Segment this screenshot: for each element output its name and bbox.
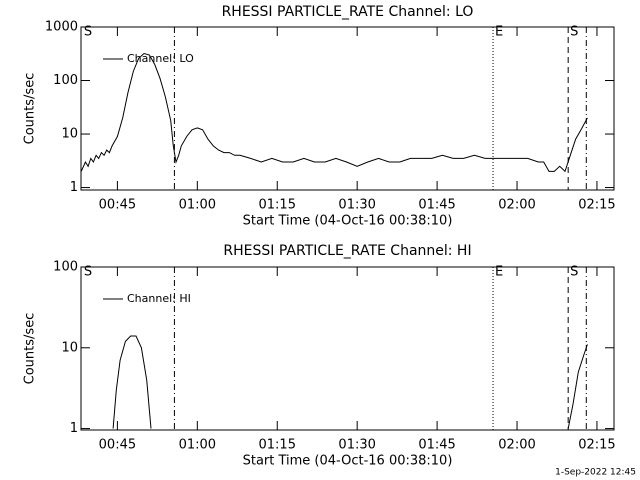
x-tick-label: 01:00: [179, 198, 216, 213]
x-tick-label: 02:00: [498, 198, 535, 213]
series-line: [81, 52, 588, 173]
y-tick-label: 1: [70, 180, 78, 195]
y-axis-label: Counts/sec: [23, 73, 38, 145]
chart-title: RHESSI PARTICLE_RATE Channel: HI: [223, 243, 471, 259]
y-tick-label: 10: [61, 340, 78, 355]
x-tick-label: 01:45: [418, 198, 455, 213]
x-tick-label: 01:15: [259, 198, 296, 213]
marker-label: E: [495, 265, 503, 280]
x-tick-label: 01:00: [179, 438, 216, 453]
y-tick-label: 10: [61, 127, 78, 142]
annotation: S: [84, 25, 92, 40]
x-tick-label: 02:00: [498, 438, 535, 453]
x-tick-label: 02:15: [578, 198, 615, 213]
marker-label: S: [570, 25, 578, 40]
footer: 1-Sep-2022 12:45: [555, 468, 636, 478]
x-tick-label: 01:30: [338, 438, 375, 453]
x-tick-label: 01:30: [338, 198, 375, 213]
x-tick-label: 01:45: [418, 438, 455, 453]
marker-label: S: [570, 265, 578, 280]
legend-label: Channel: HI: [127, 292, 191, 305]
y-tick-label: 100: [53, 260, 78, 275]
x-axis-label: Start Time (04-Oct-16 00:38:10): [243, 454, 453, 469]
x-axis-label: Start Time (04-Oct-16 00:38:10): [243, 214, 453, 229]
x-tick-label: 00:45: [99, 438, 136, 453]
chart-title: RHESSI PARTICLE_RATE Channel: LO: [222, 4, 474, 20]
y-tick-label: 1000: [45, 20, 78, 35]
x-tick-label: 01:15: [259, 438, 296, 453]
plot: RHESSI PARTICLE_RATE Channel: LO Start Ti…: [23, 4, 616, 229]
annotation: S: [84, 265, 92, 280]
plot-frame: [80, 266, 615, 431]
plot-frame: [80, 26, 615, 191]
marker-label: E: [495, 25, 503, 40]
legend-label: Channel: LO: [127, 52, 194, 65]
plot: RHESSI PARTICLE_RATE Channel: HI Start Ti…: [23, 243, 616, 469]
series-line: [112, 335, 588, 429]
x-tick-label: 02:15: [578, 438, 615, 453]
y-axis-label: Counts/sec: [23, 313, 38, 385]
x-tick-label: 00:45: [99, 198, 136, 213]
y-tick-label: 100: [53, 73, 78, 88]
y-tick-label: 1: [70, 421, 78, 436]
